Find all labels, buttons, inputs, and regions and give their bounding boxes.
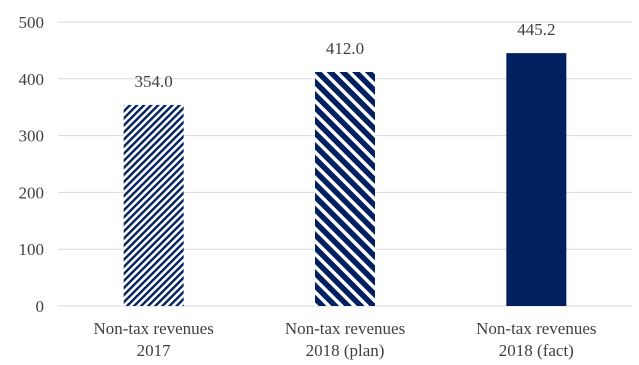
y-tick-label: 500 [19, 13, 45, 32]
data-label: 354.0 [135, 72, 173, 91]
x-tick-label: Non-tax revenues [285, 319, 405, 338]
x-tick-label: Non-tax revenues [93, 319, 213, 338]
y-tick-label: 200 [19, 183, 45, 202]
x-tick-label: 2018 (fact) [499, 341, 574, 360]
y-axis: 0 100 200 300 400 500 [19, 13, 45, 316]
bar [506, 53, 567, 306]
x-tick-label: 2017 [137, 341, 172, 360]
y-tick-label: 400 [19, 70, 45, 89]
x-tick-label: 2018 (plan) [306, 341, 385, 360]
bar [123, 104, 184, 306]
x-axis: Non-tax revenues 2017 Non-tax revenues 2018… [93, 319, 596, 360]
data-labels: 354.0 412.0 445.2 [135, 20, 556, 91]
y-tick-label: 0 [36, 297, 45, 316]
bar [315, 71, 375, 306]
data-label: 412.0 [326, 39, 364, 58]
data-label: 445.2 [517, 20, 555, 39]
y-tick-label: 300 [19, 127, 45, 146]
bars [123, 53, 567, 306]
x-tick-label: Non-tax revenues [476, 319, 596, 338]
y-tick-label: 100 [19, 240, 45, 259]
